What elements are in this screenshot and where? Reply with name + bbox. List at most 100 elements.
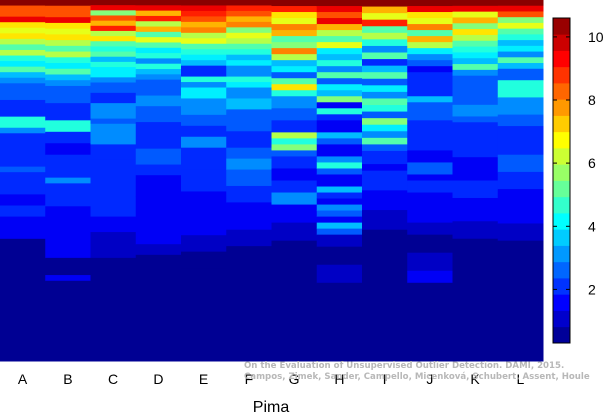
heatmap-cell-I-25 bbox=[362, 170, 408, 191]
colorbar-tick-label-4: 4 bbox=[588, 218, 596, 234]
heatmap-cell-G-15 bbox=[271, 90, 318, 97]
heatmap-cell-G-20 bbox=[271, 138, 318, 145]
heatmap-cell-F-11 bbox=[226, 60, 272, 67]
heatmap-cell-E-2 bbox=[181, 10, 227, 17]
colorbar-tick-label-2: 2 bbox=[588, 281, 596, 297]
heatmap-cell-E-22 bbox=[181, 191, 227, 209]
heatmap-cell-C-8 bbox=[90, 41, 137, 47]
heatmap-cell-C-16 bbox=[90, 92, 137, 104]
heatmap-cell-E-5 bbox=[181, 27, 227, 34]
heatmap-cell-F-0 bbox=[226, 0, 272, 6]
heatmap-cell-I-16 bbox=[362, 105, 408, 113]
heatmap-cell-E-12 bbox=[181, 65, 227, 78]
heatmap-cell-B-5 bbox=[45, 34, 91, 41]
heatmap-cell-B-0 bbox=[45, 0, 91, 7]
heatmap-cell-G-16 bbox=[271, 96, 318, 109]
heatmap-cell-H-36 bbox=[316, 234, 363, 248]
heatmap-cell-B-14 bbox=[45, 85, 91, 104]
heatmap-cell-A-12 bbox=[0, 72, 46, 79]
heatmap-cell-G-5 bbox=[271, 30, 318, 37]
heatmap-cell-G-23 bbox=[271, 156, 318, 169]
heatmap-cell-G-11 bbox=[271, 66, 318, 73]
heatmap-cell-G-9 bbox=[271, 54, 318, 61]
heatmap-cell-E-18 bbox=[181, 125, 227, 138]
heatmap-cell-H-31 bbox=[316, 204, 363, 212]
heatmap-cell-J-25 bbox=[407, 282, 453, 296]
heatmap-cell-L-20 bbox=[497, 200, 544, 224]
heatmap-cell-C-21 bbox=[90, 159, 137, 187]
heatmap-cell-B-9 bbox=[45, 57, 91, 64]
heatmap-cell-B-10 bbox=[45, 63, 91, 70]
heatmap-cell-B-17 bbox=[45, 131, 91, 144]
heatmap-cell-L-22 bbox=[497, 240, 544, 362]
heatmap-cell-H-29 bbox=[316, 192, 363, 200]
heatmap-cell-J-11 bbox=[407, 66, 453, 73]
heatmap-cell-H-34 bbox=[316, 222, 363, 230]
heatmap-cell-J-13 bbox=[407, 96, 453, 103]
heatmap-cell-H-28 bbox=[316, 186, 363, 194]
heatmap-cell-L-17 bbox=[497, 154, 544, 173]
heatmap-cell-I-13 bbox=[362, 85, 408, 93]
heatmap-cell-C-20 bbox=[90, 144, 137, 161]
heatmap-cell-F-14 bbox=[226, 82, 272, 89]
colorbar-band-12 bbox=[553, 131, 570, 149]
heatmap-cell-A-9 bbox=[0, 55, 46, 62]
heatmap-cell-E-19 bbox=[181, 136, 227, 149]
heatmap-cell-E-9 bbox=[181, 49, 227, 56]
colorbar-band-9 bbox=[553, 180, 570, 198]
heatmap-cell-C-9 bbox=[90, 46, 137, 53]
heatmap-cell-J-8 bbox=[407, 48, 453, 55]
heatmap-cell-G-6 bbox=[271, 36, 318, 43]
heatmap-cell-I-22 bbox=[362, 144, 408, 152]
heatmap-cell-A-6 bbox=[0, 38, 46, 45]
heatmap-cell-F-22 bbox=[226, 185, 272, 203]
colorbar-band-1 bbox=[553, 310, 570, 328]
heatmap-cell-G-14 bbox=[271, 84, 318, 91]
heatmap-cell-L-13 bbox=[497, 80, 544, 98]
heatmap-cell-D-18 bbox=[135, 122, 182, 150]
heatmap-cell-C-25 bbox=[90, 257, 137, 362]
x-tick-label-G: G bbox=[289, 371, 300, 387]
heatmap-cell-K-4 bbox=[452, 23, 499, 30]
heatmap-cell-F-8 bbox=[226, 43, 272, 50]
heatmap-cell-C-22 bbox=[90, 185, 137, 218]
heatmap-cell-C-24 bbox=[90, 232, 137, 259]
heatmap-cell-A-21 bbox=[0, 194, 46, 206]
heatmap-cell-F-4 bbox=[226, 21, 272, 28]
heatmap-cell-K-2 bbox=[452, 11, 499, 18]
heatmap-cell-J-26 bbox=[407, 294, 453, 362]
heatmap-cell-B-4 bbox=[45, 28, 91, 35]
heatmap-cell-I-10 bbox=[362, 65, 408, 73]
heatmap-cell-H-7 bbox=[316, 42, 363, 49]
heatmap-cell-E-16 bbox=[181, 98, 227, 116]
heatmap-cell-L-16 bbox=[497, 126, 544, 156]
heatmap-cell-H-38 bbox=[316, 264, 363, 284]
heatmap-cell-A-10 bbox=[0, 61, 46, 68]
heatmap-cell-E-4 bbox=[181, 21, 227, 28]
heatmap-cell-K-16 bbox=[452, 122, 499, 158]
heatmap-cell-H-24 bbox=[316, 156, 363, 163]
heatmap-cell-L-8 bbox=[497, 45, 544, 53]
heatmap-cell-G-12 bbox=[271, 72, 318, 79]
heatmap-cell-J-2 bbox=[407, 12, 453, 19]
heatmap-cell-I-23 bbox=[362, 150, 408, 165]
heatmap-cell-L-5 bbox=[497, 28, 544, 35]
heatmap-cell-A-8 bbox=[0, 49, 46, 57]
heatmap-cell-K-21 bbox=[452, 238, 499, 362]
heatmap-cell-C-0 bbox=[90, 0, 137, 6]
heatmap-cell-I-3 bbox=[362, 19, 408, 27]
heatmap-cell-I-19 bbox=[362, 124, 408, 132]
heatmap-cell-E-24 bbox=[181, 235, 227, 253]
heatmap-cell-B-6 bbox=[45, 40, 91, 47]
heatmap-cell-B-26 bbox=[45, 280, 91, 362]
heatmap-cell-G-3 bbox=[271, 18, 318, 25]
heatmap-cell-H-6 bbox=[316, 36, 363, 43]
heatmap-cell-A-16 bbox=[0, 116, 46, 129]
heatmap-cell-B-7 bbox=[45, 45, 91, 53]
heatmap-cell-J-24 bbox=[407, 270, 453, 284]
heatmap-cell-I-18 bbox=[362, 118, 408, 126]
heatmap-cell-K-10 bbox=[452, 58, 499, 65]
heatmap-cell-I-26 bbox=[362, 190, 408, 211]
heatmap-cell-J-17 bbox=[407, 162, 453, 175]
